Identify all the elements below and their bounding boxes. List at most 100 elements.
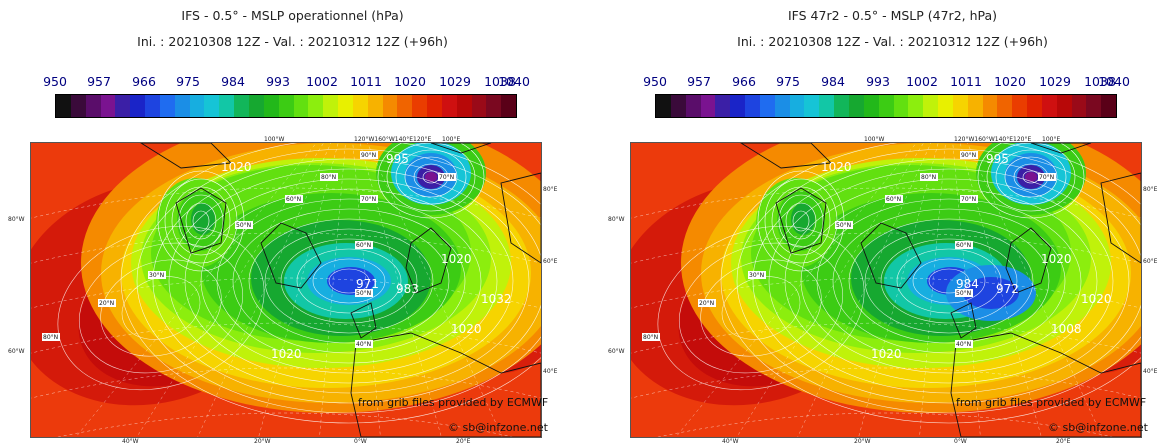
colorbar-swatch [412,95,428,117]
colorbar-swatch [1041,95,1057,117]
colorbar-swatch [685,95,701,117]
colorbar-swatch [278,95,294,117]
graticule-line [858,143,939,437]
grid-label-bg [235,221,253,229]
map-svg: 90°N 80°N 70°N 60°N 50°N 40°N 30°N 20°N 80°N 70°N… [31,143,541,437]
isobar [832,208,1066,354]
colorbar-swatch [908,95,924,117]
colorbar-label: 1040 [1098,74,1130,89]
coastline [950,302,977,339]
colorbar-swatch [997,95,1013,117]
lat-label-right: 40°E [543,368,558,375]
colorbar-swatch [234,95,249,117]
isobar-label: 1020 [451,322,482,336]
colorbar-swatch [397,95,413,117]
colorbar-swatch [174,95,190,117]
graticule-line [631,367,1141,399]
grid-label-bg [98,299,116,307]
graticule-line [952,143,981,437]
colorbar-label: 984 [821,74,845,89]
coastline [430,143,492,154]
colorbar-labels: 950 957 966 975 984 993 1002 1011 1020 1029 1038 10… [600,74,1170,90]
isobar [312,258,386,304]
isobar [248,218,450,344]
lat-label-right: 60°E [543,258,558,265]
isobar [395,149,467,205]
isobar [848,218,1050,344]
grid-label-bg [320,173,338,181]
coastline [260,222,322,289]
grid-label-bg [148,271,166,279]
grid-label-bg [955,241,973,249]
colorbar-swatch [1012,95,1028,117]
lon-label-bottom: 0°W [354,438,367,445]
grid-label-bg [355,340,373,348]
credit-provider: from grib files provided by ECMWF [358,396,549,409]
colorbar [55,94,517,118]
grid-label-bg [355,241,373,249]
grid-label: 80°N [921,174,936,181]
grid-label: 70°N [439,174,454,181]
credit-author: © sb@infzone.net [1048,421,1148,434]
isobar [816,198,1082,364]
isobar [657,225,865,391]
colorbar-label: 984 [221,74,245,89]
colorbar-swatch [745,95,760,117]
grid-label-bg [920,173,938,181]
coastline [1030,143,1092,154]
isobar [168,168,530,394]
lon-label-top: 100°W [264,136,285,143]
colorbar-swatch [982,95,998,117]
colorbar-swatch [774,95,790,117]
isobar [771,186,831,256]
grid-label: 30°N [149,272,164,279]
graticule-line [31,187,541,219]
isobar [136,148,541,414]
colorbar-swatch [352,95,368,117]
grid-label: 40°N [356,341,371,348]
colorbar-swatch [952,95,968,117]
grid-label-bg [1038,173,1056,181]
lon-label-bottom: 20°E [1056,438,1071,445]
colorbar-label: 1002 [906,74,938,89]
isobar [800,188,1098,374]
isobar [100,259,222,357]
isobar [200,188,498,374]
coastline [775,187,827,254]
colorbar-label: 957 [87,74,111,89]
graticule-line [675,143,917,437]
isobar-label: 995 [386,152,409,166]
isobar [386,143,476,212]
lat-label-left: 60°W [608,348,625,355]
colorbar-swatch [367,95,383,117]
colorbar-label: 1038 [484,74,516,89]
grid-label: 50°N [236,222,251,229]
lat-label-right: 60°E [1143,258,1158,265]
grid-label: 60°N [886,196,901,203]
isobar [152,158,541,404]
colorbar-swatch [56,95,71,117]
graticule-line [959,143,1042,437]
colorbar-label: 1029 [1039,74,1071,89]
colorbar-swatch [427,95,442,117]
grid-label: 60°N [286,196,301,203]
colorbar-swatch [878,95,894,117]
colorbar-swatch [456,95,472,117]
colorbar-swatch [863,95,879,117]
isobar-label: 1020 [271,347,302,361]
coastline [140,143,232,169]
isobar [280,238,418,324]
colorbar-label: 993 [866,74,890,89]
coastline [950,332,1141,437]
lat-label-left: 60°W [8,348,25,355]
colorbar-label: 966 [132,74,156,89]
isobar [721,276,801,340]
grid-label-bg [360,195,378,203]
graticule-line [258,143,339,437]
grid-label: 50°N [836,222,851,229]
colorbar-labels: 950 957 966 975 984 993 1002 1011 1020 1029 1038 10… [0,74,585,90]
isobar [880,238,1018,324]
isobar [700,259,822,357]
colorbar-swatch [1071,95,1087,117]
colorbar-swatch [471,95,487,117]
